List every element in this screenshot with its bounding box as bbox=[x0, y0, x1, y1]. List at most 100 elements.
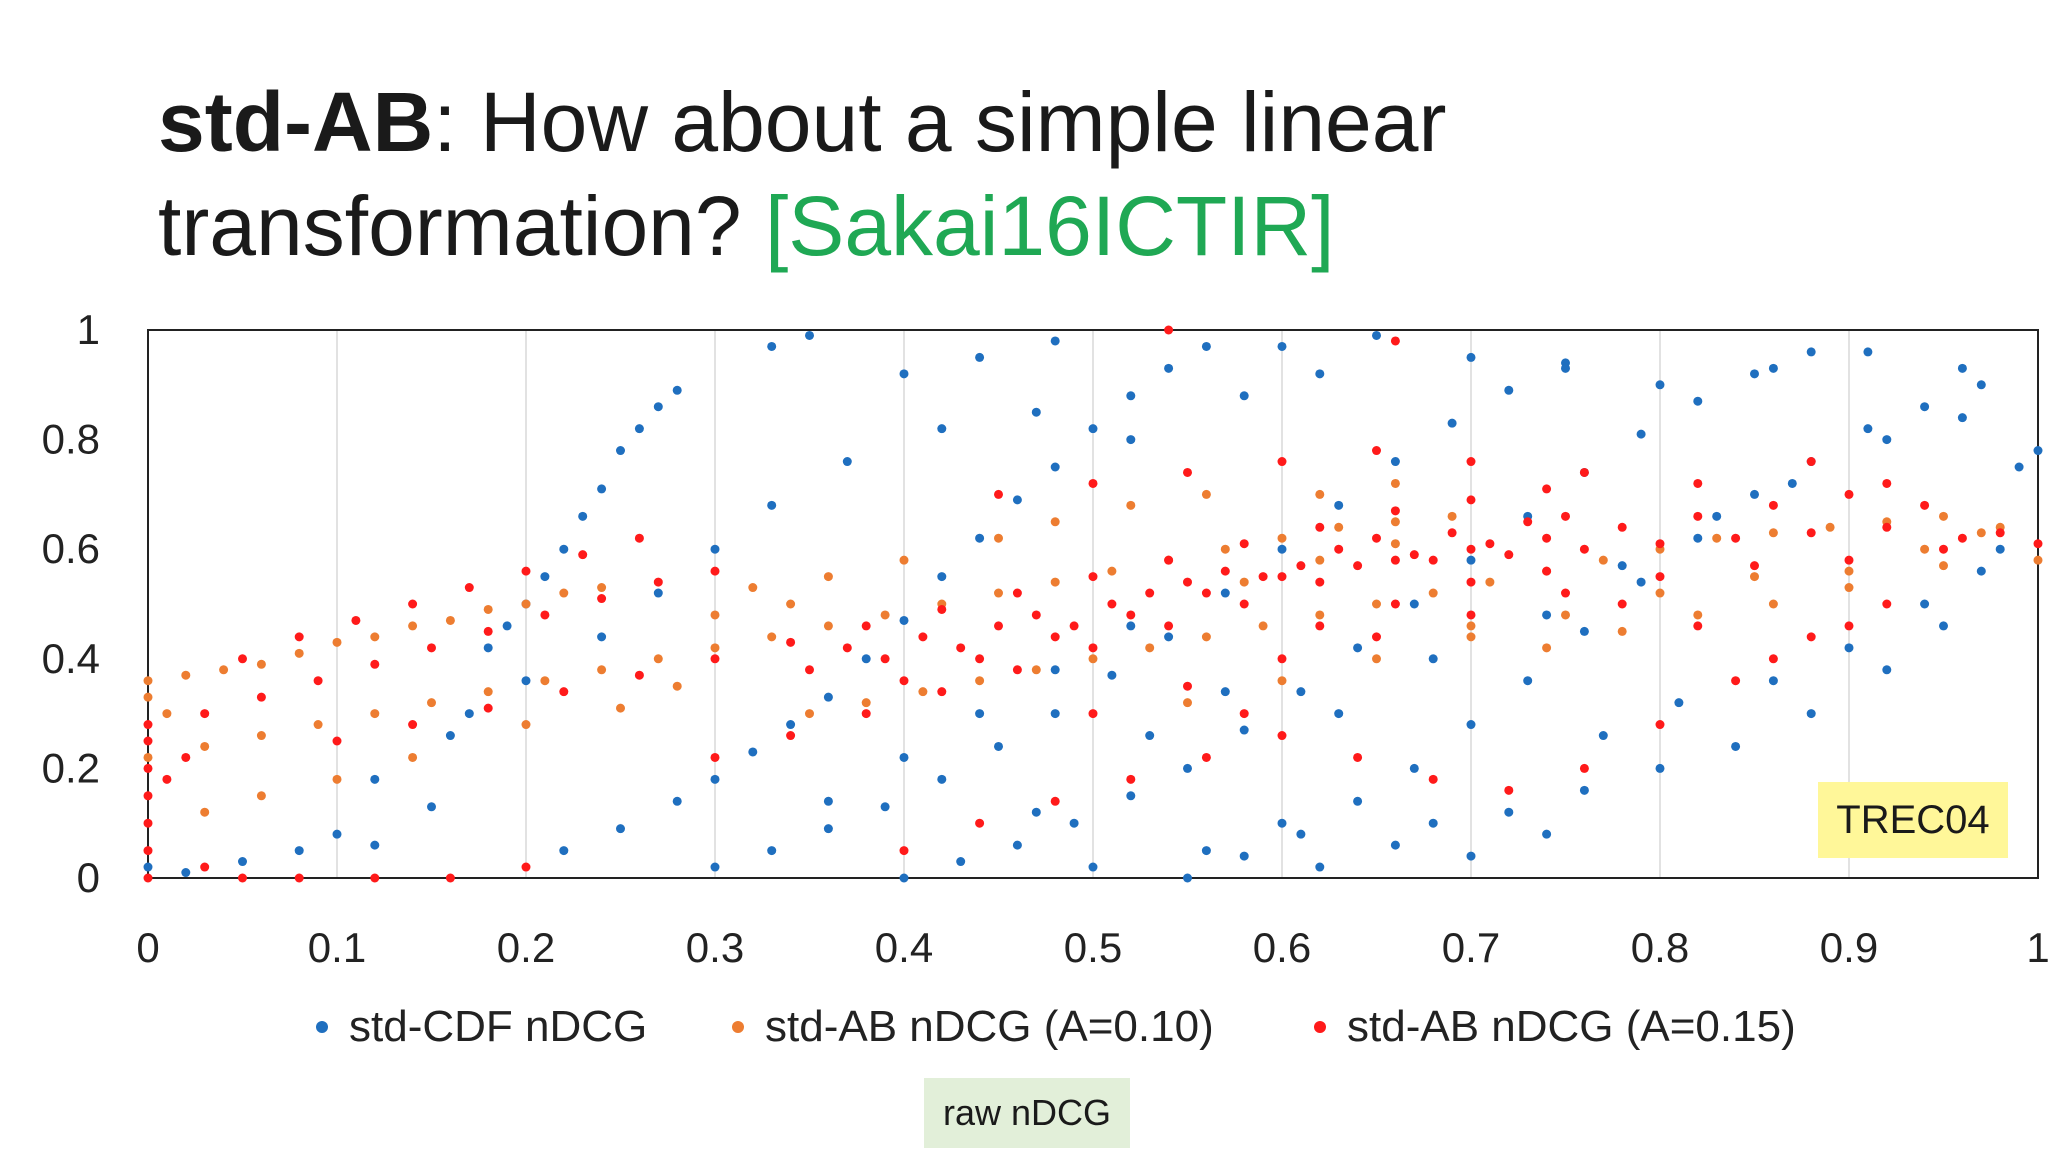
data-point bbox=[1466, 577, 1476, 587]
legend-marker bbox=[732, 1021, 744, 1033]
series-3 bbox=[143, 325, 2043, 883]
data-point bbox=[748, 747, 758, 757]
data-point bbox=[540, 676, 550, 686]
data-points bbox=[143, 325, 2043, 883]
data-point bbox=[786, 599, 796, 609]
data-point bbox=[1239, 539, 1249, 549]
data-point bbox=[767, 632, 777, 642]
data-point bbox=[256, 731, 266, 741]
data-point bbox=[1863, 347, 1873, 357]
data-point bbox=[521, 720, 531, 730]
data-point bbox=[1050, 665, 1060, 675]
data-point bbox=[956, 643, 966, 653]
data-point bbox=[937, 572, 947, 582]
data-point bbox=[1561, 610, 1570, 620]
data-point bbox=[653, 402, 663, 412]
data-point bbox=[1126, 774, 1136, 784]
data-point bbox=[1542, 829, 1552, 839]
data-point bbox=[143, 676, 153, 686]
data-point bbox=[1466, 610, 1476, 620]
data-point bbox=[143, 736, 153, 746]
data-point bbox=[238, 873, 247, 883]
data-point bbox=[143, 752, 153, 762]
data-point bbox=[1466, 352, 1476, 362]
data-point bbox=[1012, 665, 1022, 675]
data-point bbox=[861, 709, 871, 719]
data-point bbox=[256, 659, 266, 669]
data-point bbox=[1296, 829, 1306, 839]
data-point bbox=[937, 604, 947, 614]
data-point bbox=[1409, 599, 1419, 609]
data-point bbox=[1315, 862, 1325, 872]
data-point bbox=[578, 511, 588, 521]
data-point bbox=[1088, 862, 1098, 872]
data-point bbox=[464, 709, 474, 719]
data-point bbox=[483, 703, 493, 713]
data-point bbox=[1466, 495, 1476, 505]
data-point bbox=[1088, 654, 1098, 664]
data-point bbox=[1844, 555, 1854, 565]
data-point bbox=[1750, 489, 1759, 499]
data-point bbox=[616, 703, 625, 713]
data-point bbox=[823, 692, 833, 702]
data-point bbox=[1409, 550, 1419, 560]
y-tick-label: 0.8 bbox=[42, 416, 100, 463]
data-point bbox=[1768, 599, 1778, 609]
data-point bbox=[748, 583, 758, 593]
data-point bbox=[1466, 851, 1476, 861]
data-point bbox=[1636, 429, 1646, 439]
plot-area bbox=[147, 329, 2039, 879]
legend-label: std-AB nDCG (A=0.15) bbox=[1347, 1002, 1796, 1051]
data-point bbox=[1012, 495, 1022, 505]
data-point bbox=[1296, 561, 1306, 571]
data-point bbox=[1201, 489, 1211, 499]
data-point bbox=[1428, 818, 1438, 828]
data-point bbox=[899, 555, 909, 565]
data-point bbox=[2033, 539, 2043, 549]
data-point bbox=[1334, 544, 1344, 554]
data-point bbox=[1107, 599, 1117, 609]
data-point bbox=[521, 862, 531, 872]
data-point bbox=[1561, 363, 1570, 373]
data-point bbox=[1598, 555, 1608, 565]
data-point bbox=[1164, 555, 1174, 565]
data-point bbox=[1636, 577, 1646, 587]
data-point bbox=[823, 824, 833, 834]
data-point bbox=[1239, 577, 1249, 587]
data-point bbox=[1201, 632, 1211, 642]
data-point bbox=[559, 687, 569, 697]
data-point bbox=[710, 774, 720, 784]
data-point bbox=[370, 659, 380, 669]
data-point bbox=[1617, 561, 1627, 571]
data-point bbox=[880, 802, 890, 812]
data-point bbox=[294, 648, 304, 658]
data-point bbox=[1201, 341, 1211, 351]
data-point bbox=[1617, 599, 1627, 609]
data-point bbox=[1466, 632, 1476, 642]
data-point bbox=[1844, 621, 1854, 631]
data-point bbox=[1088, 572, 1098, 582]
data-point bbox=[370, 632, 380, 642]
data-point bbox=[1485, 577, 1495, 587]
data-point bbox=[1768, 500, 1778, 510]
data-point bbox=[1542, 484, 1552, 494]
data-point bbox=[1164, 621, 1174, 631]
data-point bbox=[710, 544, 720, 554]
data-point bbox=[181, 868, 191, 878]
data-point bbox=[1523, 517, 1533, 527]
data-point bbox=[899, 846, 909, 856]
data-point bbox=[994, 588, 1003, 598]
data-point bbox=[975, 533, 985, 543]
data-point bbox=[1447, 418, 1457, 428]
data-point bbox=[1277, 457, 1287, 467]
data-point bbox=[1069, 621, 1079, 631]
data-point bbox=[1239, 709, 1249, 719]
data-point bbox=[710, 610, 720, 620]
data-point bbox=[918, 687, 928, 697]
data-point bbox=[1183, 698, 1192, 708]
data-point bbox=[1579, 544, 1589, 554]
data-point bbox=[1390, 457, 1400, 467]
x-tick-label: 0.9 bbox=[1820, 924, 1878, 971]
data-point bbox=[1164, 363, 1174, 373]
